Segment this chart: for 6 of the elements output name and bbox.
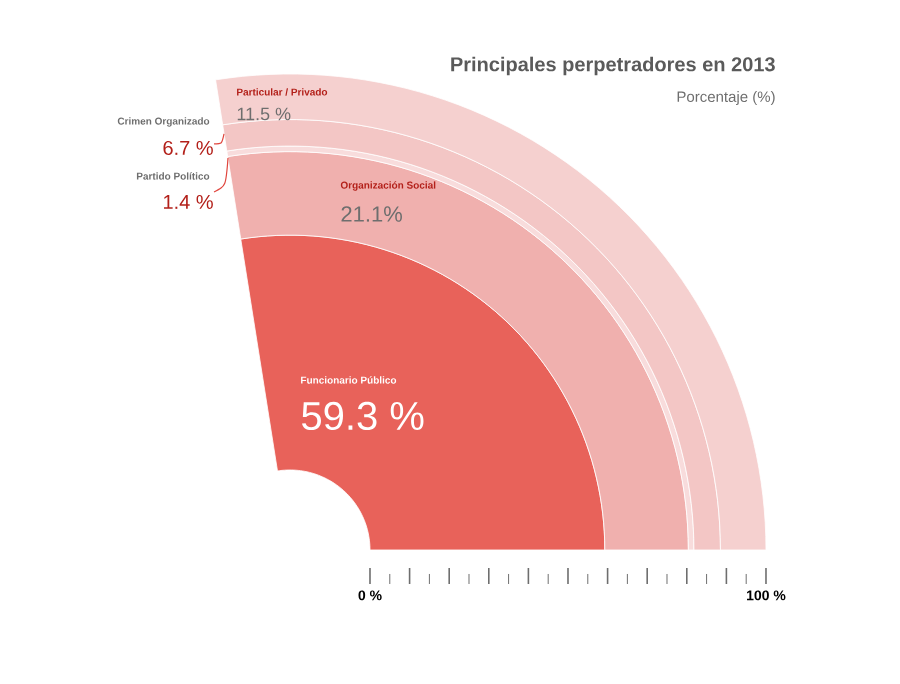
data-label: 6.7 % bbox=[163, 140, 213, 156]
data-label: 11.5 % bbox=[237, 107, 291, 121]
data-label: 1.4 % bbox=[164, 194, 213, 209]
text: Principales perpetradores en 2013 bbox=[451, 56, 775, 76]
data-label: 59.3 % bbox=[302, 401, 424, 431]
data-label: 21.1% bbox=[341, 206, 402, 222]
